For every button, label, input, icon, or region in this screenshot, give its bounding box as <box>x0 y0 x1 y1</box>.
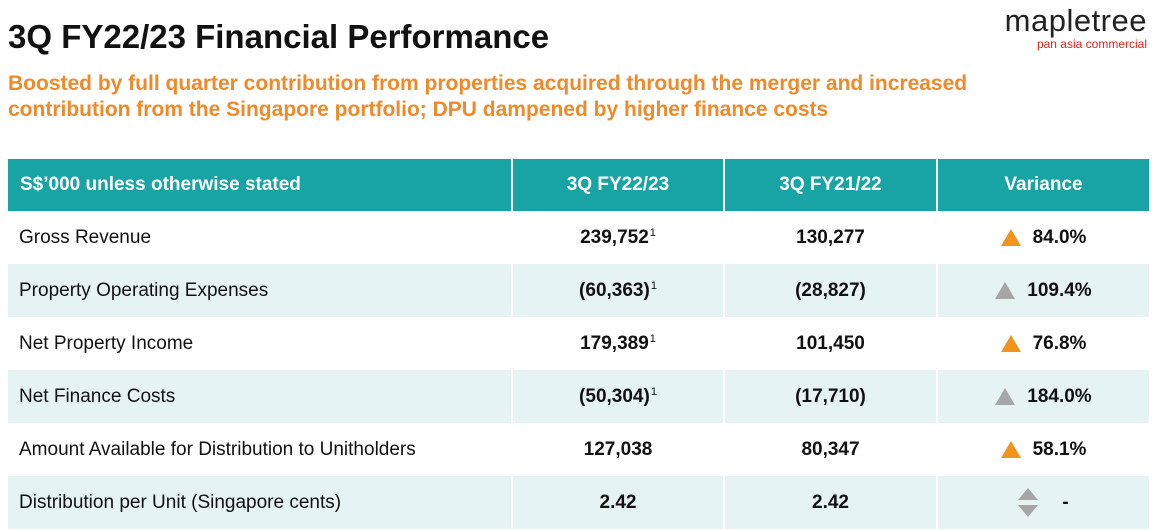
row-label: Property Operating Expenses <box>8 264 513 317</box>
up-arrow-icon <box>1000 441 1021 458</box>
prior-value: (17,710) <box>724 370 938 423</box>
table-row: Distribution per Unit (Singapore cents) … <box>8 476 1149 529</box>
row-label: Distribution per Unit (Singapore cents) <box>8 476 513 529</box>
variance-value: 109.4% <box>1027 279 1092 301</box>
up-arrow-icon <box>1000 335 1021 352</box>
column-header-metric: S$’000 unless otherwise stated <box>8 159 513 211</box>
column-header-prior: 3Q FY21/22 <box>724 159 938 211</box>
current-value: 127,038 <box>512 423 725 476</box>
variance-cell: 76.8% <box>937 317 1149 370</box>
footnote-ref: 1 <box>650 279 657 292</box>
current-value-cell: 179,3891 <box>512 317 725 370</box>
current-value: (60,363) <box>579 279 650 301</box>
variance-value: - <box>1062 491 1069 513</box>
table-row: Property Operating Expenses (60,363)1 (2… <box>8 264 1149 317</box>
current-value: 2.42 <box>512 476 725 529</box>
row-label: Net Finance Costs <box>8 370 513 423</box>
subtitle-line-2: contribution from the Singapore portfoli… <box>8 98 829 121</box>
current-value-cell: 239,7521 <box>512 211 725 264</box>
up-arrow-icon <box>995 282 1016 299</box>
logo-wordmark: mapletree <box>1004 3 1147 38</box>
variance-value: 58.1% <box>1032 438 1087 460</box>
footnote-ref: 1 <box>649 332 656 345</box>
table-header-row: S$’000 unless otherwise stated 3Q FY22/2… <box>8 159 1149 211</box>
footnote-ref: 1 <box>650 385 657 398</box>
up-arrow-icon <box>1000 229 1021 246</box>
prior-value: 101,450 <box>724 317 938 370</box>
financial-table: S$’000 unless otherwise stated 3Q FY22/2… <box>8 159 1149 529</box>
prior-value: 2.42 <box>724 476 938 529</box>
variance-cell: 84.0% <box>937 211 1149 264</box>
table-row: Net Finance Costs (50,304)1 (17,710) 184… <box>8 370 1149 423</box>
footnote-ref: 1 <box>649 226 656 239</box>
page-title: 3Q FY22/23 Financial Performance <box>8 18 550 55</box>
column-header-variance: Variance <box>937 159 1149 211</box>
variance-cell: - <box>937 476 1149 529</box>
current-value: (50,304) <box>579 385 650 407</box>
variance-value: 76.8% <box>1032 332 1087 354</box>
up-arrow-icon <box>995 388 1016 405</box>
current-value: 179,389 <box>580 332 649 354</box>
page-subtitle: Boosted by full quarter contribution fro… <box>8 71 1148 123</box>
variance-value: 84.0% <box>1032 226 1087 248</box>
row-label: Net Property Income <box>8 317 513 370</box>
prior-value: 130,277 <box>724 211 938 264</box>
subtitle-line-1: Boosted by full quarter contribution fro… <box>8 72 968 95</box>
row-label: Amount Available for Distribution to Uni… <box>8 423 513 476</box>
mapletree-logo: mapletree pan asia commercial <box>1004 3 1147 52</box>
variance-value: 184.0% <box>1027 385 1092 407</box>
table-row: Gross Revenue 239,7521 130,277 84.0% <box>8 211 1149 264</box>
column-header-current: 3Q FY22/23 <box>512 159 725 211</box>
prior-value: (28,827) <box>724 264 938 317</box>
logo-subtitle: pan asia commercial <box>1036 37 1147 51</box>
variance-cell: 109.4% <box>937 264 1149 317</box>
table-row: Amount Available for Distribution to Uni… <box>8 423 1149 476</box>
variance-cell: 184.0% <box>937 370 1149 423</box>
variance-cell: 58.1% <box>937 423 1149 476</box>
prior-value: 80,347 <box>724 423 938 476</box>
row-label: Gross Revenue <box>8 211 513 264</box>
current-value-cell: (60,363)1 <box>512 264 725 317</box>
current-value-cell: (50,304)1 <box>512 370 725 423</box>
current-value: 239,752 <box>580 226 649 248</box>
up-down-arrow-icon <box>1018 487 1039 518</box>
table-row: Net Property Income 179,3891 101,450 76.… <box>8 317 1149 370</box>
